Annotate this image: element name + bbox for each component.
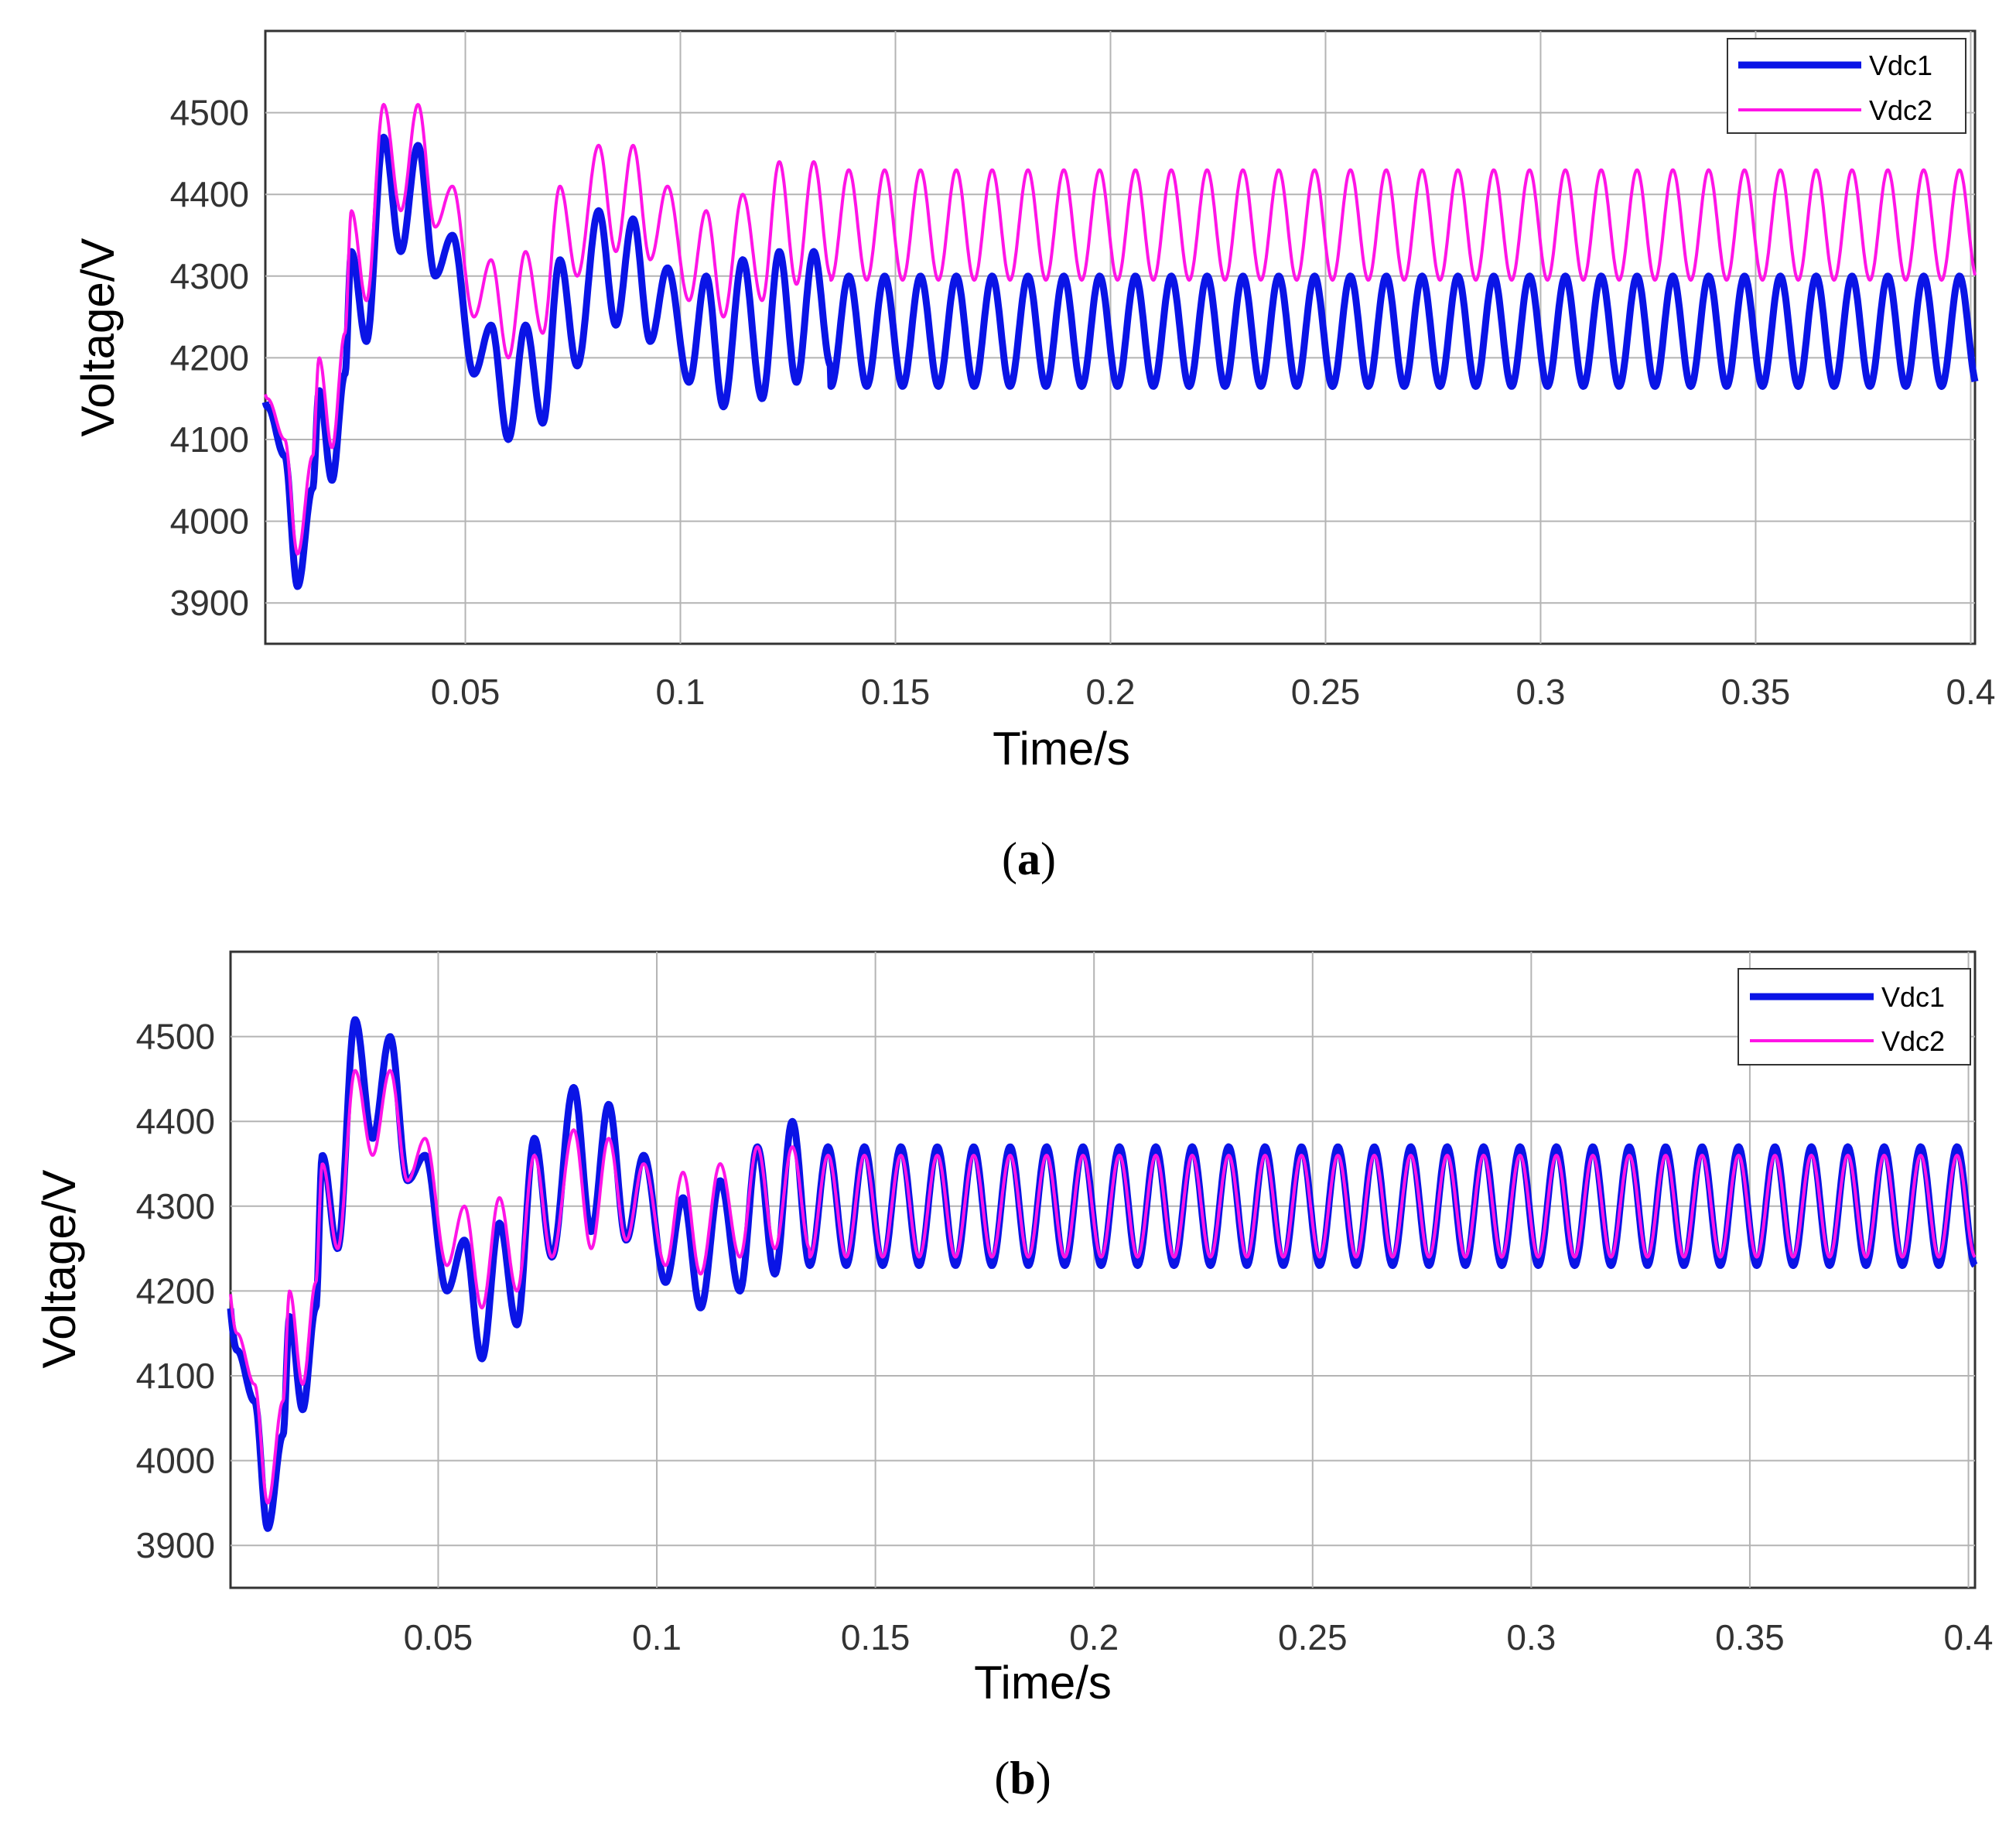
legend-label-vdc2-b: Vdc2 xyxy=(1881,1025,1945,1057)
caption-b-letter: b xyxy=(1010,1753,1035,1804)
x-tick-label: 0.15 xyxy=(861,672,931,712)
y-tick-label: 4000 xyxy=(136,1441,215,1481)
x-axis-label-a: Time/s xyxy=(993,723,1130,775)
y-tick-label: 4400 xyxy=(136,1101,215,1141)
x-tick-label: 0.25 xyxy=(1278,1617,1348,1657)
y-tick-label: 3900 xyxy=(170,583,249,623)
x-tick-label: 0.1 xyxy=(632,1617,682,1657)
x-tick-label: 0.35 xyxy=(1721,672,1791,712)
x-tick-label: 0.3 xyxy=(1506,1617,1556,1657)
y-tick-label: 4000 xyxy=(170,501,249,542)
y-ticks-b: 3900 4000 4100 4200 4300 4400 4500 xyxy=(136,1017,215,1566)
x-tick-label: 0.4 xyxy=(1946,672,1995,712)
x-tick-label: 0.15 xyxy=(841,1617,911,1657)
y-tick-label: 4500 xyxy=(170,93,249,133)
y-tick-label: 4100 xyxy=(170,419,249,460)
caption-a-letter: a xyxy=(1017,833,1040,884)
y-axis-label-a: Voltage/V xyxy=(72,238,124,437)
x-tick-label: 0.35 xyxy=(1715,1617,1785,1657)
legend-b: Vdc1 Vdc2 xyxy=(1738,968,1971,1066)
x-tick-label: 0.25 xyxy=(1291,672,1361,712)
legend-label-vdc2-a: Vdc2 xyxy=(1869,94,1932,126)
y-tick-label: 4300 xyxy=(136,1186,215,1226)
panel-a: 0.05 0.1 0.15 0.2 0.25 0.3 0.35 0.4 3900 4000 410… xyxy=(72,29,1996,884)
legend-label-vdc1-b: Vdc1 xyxy=(1881,981,1945,1013)
x-tick-label: 0.2 xyxy=(1086,672,1136,712)
panel-b: 0.05 0.1 0.15 0.2 0.25 0.3 0.35 0.4 3900 4000 410… xyxy=(33,950,1994,1804)
x-ticks-b: 0.05 0.1 0.15 0.2 0.25 0.3 0.35 0.4 xyxy=(404,1617,1994,1657)
legend-a: Vdc1 Vdc2 xyxy=(1727,38,1966,134)
caption-a: (a) xyxy=(1002,833,1056,884)
y-tick-label: 4200 xyxy=(136,1271,215,1311)
series-a xyxy=(261,103,1979,590)
y-ticks-a: 3900 4000 4100 4200 4300 4400 4500 xyxy=(170,93,249,624)
series-b xyxy=(227,1016,1978,1532)
series-line-vdc2 xyxy=(229,1069,1977,1505)
series-line-vdc2 xyxy=(264,103,1977,556)
legend-box-a xyxy=(1727,38,1966,134)
x-tick-label: 0.2 xyxy=(1069,1617,1119,1657)
x-axis-label-b: Time/s xyxy=(974,1657,1112,1709)
x-tick-label: 0.05 xyxy=(404,1617,473,1657)
x-tick-label: 0.4 xyxy=(1944,1617,1994,1657)
y-tick-label: 3900 xyxy=(136,1525,215,1565)
x-tick-label: 0.05 xyxy=(431,672,501,712)
y-tick-label: 4300 xyxy=(170,256,249,296)
y-tick-label: 4100 xyxy=(136,1356,215,1396)
y-tick-label: 4200 xyxy=(170,337,249,378)
series-line-vdc1 xyxy=(261,133,1979,590)
series-line-vdc1 xyxy=(227,1016,1978,1532)
caption-b: (b) xyxy=(994,1753,1051,1804)
x-tick-label: 0.1 xyxy=(656,672,706,712)
legend-box-b xyxy=(1738,968,1971,1066)
grid-b xyxy=(231,952,1975,1588)
y-axis-label-b: Voltage/V xyxy=(33,1170,85,1369)
legend-label-vdc1-a: Vdc1 xyxy=(1869,50,1932,81)
x-ticks-a: 0.05 0.1 0.15 0.2 0.25 0.3 0.35 0.4 xyxy=(431,672,1996,712)
y-tick-label: 4500 xyxy=(136,1017,215,1057)
x-tick-label: 0.3 xyxy=(1515,672,1565,712)
y-tick-label: 4400 xyxy=(170,174,249,214)
